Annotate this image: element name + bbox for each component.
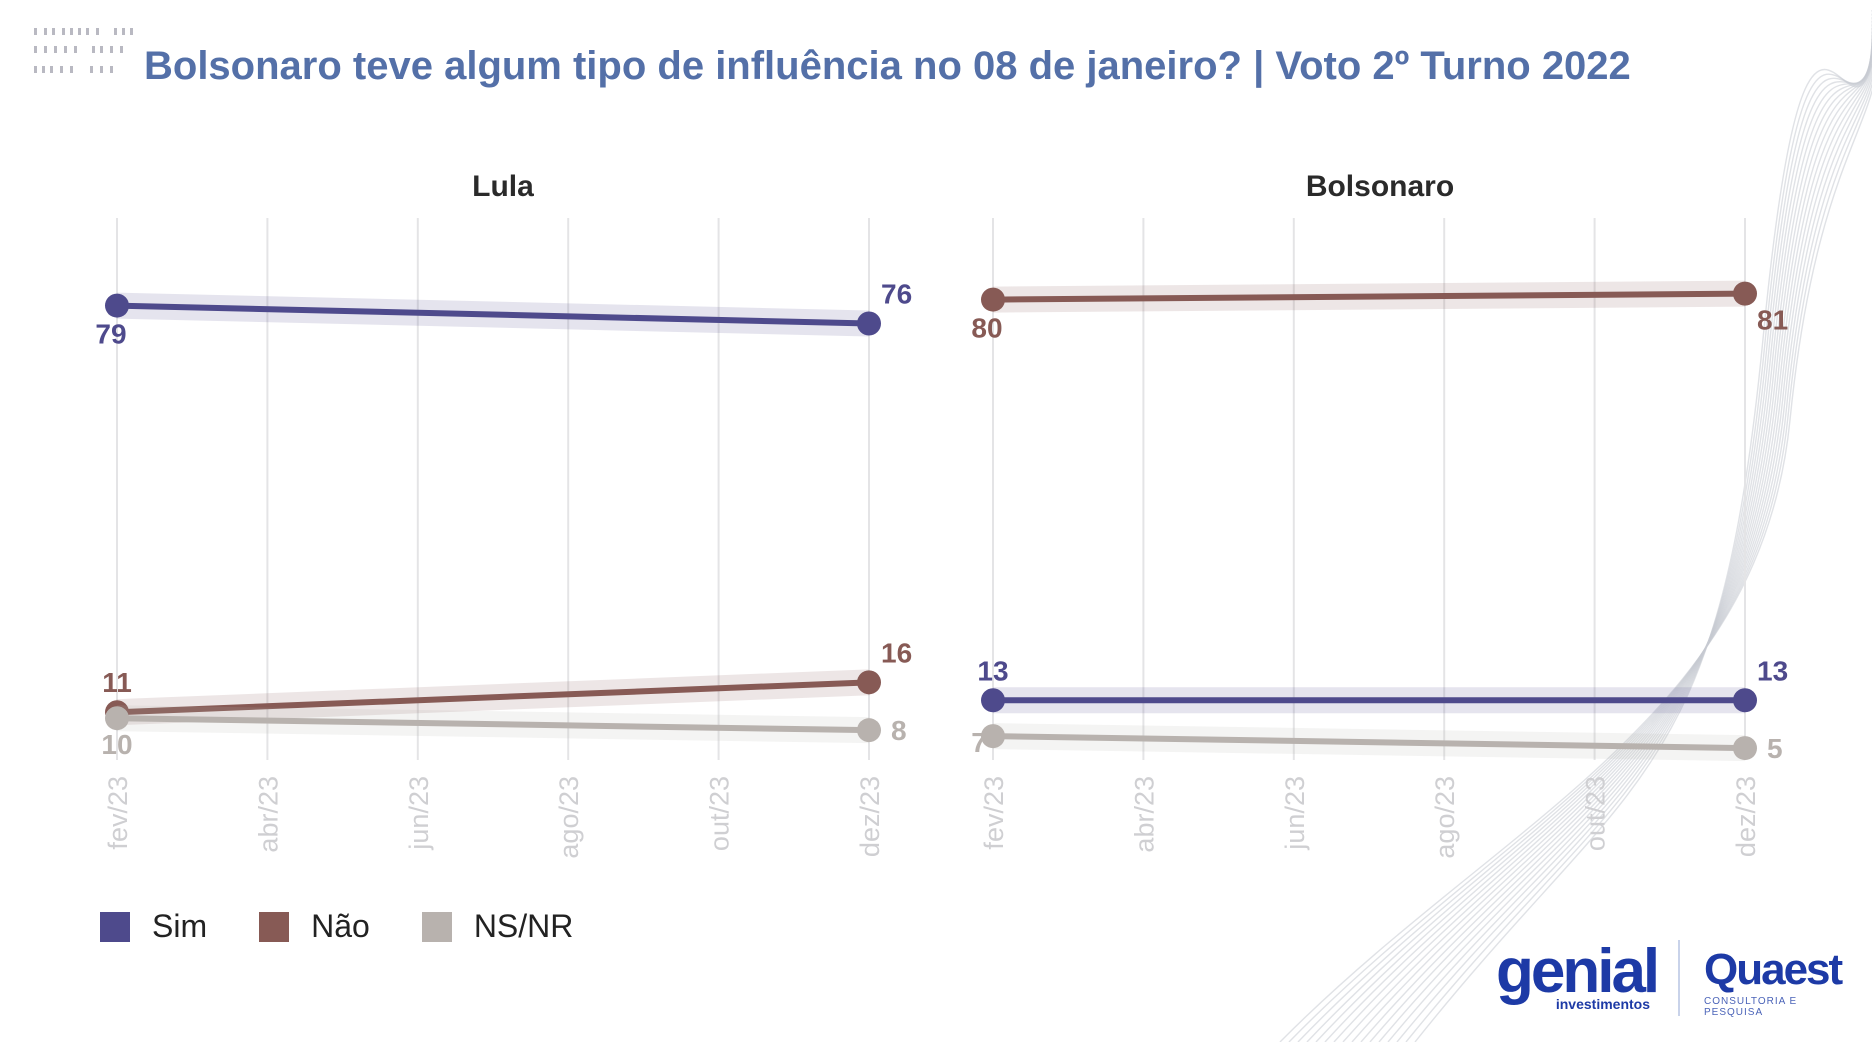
chart-title: Bolsonaro teve algum tipo de influência … [144,44,1631,88]
x-tick-label: ago/23 [1430,776,1460,859]
legend: Sim Não NS/NR [100,908,573,945]
data-label-sim: 13 [977,655,1008,686]
x-tick-label: jun/23 [404,776,434,851]
data-label-sim: 76 [881,279,912,310]
data-label-sim: 79 [95,319,126,350]
panel-title: Bolsonaro [1306,170,1454,203]
series-line-nao [116,679,870,716]
x-tick-label: abr/23 [1129,776,1159,853]
decorative-wave-line [1315,24,1872,1042]
chart-panel-1: Bolsonaro fev/23 abr/23 jun/23 ago/23 out/23 d… [971,170,1788,859]
legend-item-nao: Não [259,908,370,945]
line-charts: Lula fev/23 abr/23 jun/23 ago/23 out/23 dez/23… [95,170,1788,859]
decorative-wave-line [1351,38,1872,1042]
data-label-nao: 16 [881,637,912,668]
series-line-nsnr [992,733,1746,752]
decorative-wave-line [1333,31,1872,1042]
x-tick-label: dez/23 [855,776,885,857]
data-label-nao: 11 [102,667,132,698]
data-label-nao: 81 [1757,305,1788,336]
x-tick-label: dez/23 [1731,776,1761,857]
data-point-nao [981,287,1005,312]
data-point-sim [857,311,881,336]
data-point-nsnr [981,724,1005,749]
data-point-sim [105,293,129,318]
genial-logo-word: genial [1496,937,1660,1006]
x-tick-label: out/23 [1581,776,1611,851]
series-line-nao [992,290,1746,303]
data-label-nao: 80 [971,313,1002,344]
series-line-nsnr [116,715,870,734]
panel-title: Lula [472,170,534,203]
data-label-nsnr: 7 [971,727,987,758]
quaest-logo-word: Quaest [1704,945,1843,994]
decorative-wave-line [1306,20,1872,1042]
legend-label-sim: Sim [152,908,208,944]
quaest-logo: Quaest CONSULTORIA E PESQUISA [1704,945,1844,1019]
legend-swatch-nsnr [421,911,452,942]
data-point-nsnr [105,706,129,731]
logo-divider [1678,940,1680,1016]
legend-item-nsnr: NS/NR [421,908,574,945]
decorative-wave-line [1279,10,1872,1042]
decorative-wave-line [1360,42,1872,1042]
data-label-nsnr: 10 [101,729,132,760]
data-point-nsnr [857,718,881,743]
genial-logo: genial investimentos [1496,937,1660,1013]
decorative-wave-line [1342,35,1872,1042]
data-point-nao [1733,281,1757,306]
data-label-nsnr: 5 [1767,733,1783,764]
data-point-nao [857,670,881,695]
decorative-wave-line [1288,13,1872,1042]
genial-logo-subtitle: investimentos [1555,996,1650,1012]
x-tick-label: jun/23 [1280,776,1310,851]
legend-label-nsnr: NS/NR [473,908,574,944]
quaest-logo-subtitle: CONSULTORIA E PESQUISA [1704,996,1798,1018]
x-tick-label: abr/23 [253,776,283,853]
decorative-wave-line [1297,17,1872,1042]
legend-label-nao: Não [311,908,370,944]
legend-swatch-nao [259,911,290,942]
x-tick-label: ago/23 [554,776,584,859]
legend-swatch-sim [100,911,130,942]
data-label-sim: 13 [1757,655,1788,686]
data-point-sim [981,688,1005,713]
x-tick-label: out/23 [705,776,735,851]
data-label-nsnr: 8 [891,715,907,746]
chart-panel-0: Lula fev/23 abr/23 jun/23 ago/23 out/23 dez/23… [95,170,912,859]
data-point-sim [1733,688,1757,713]
x-tick-label: fev/23 [979,776,1009,850]
decorative-wave-line [1324,28,1872,1042]
brand-dots-icon [34,28,133,73]
series-line-sim [116,302,870,327]
legend-item-sim: Sim [100,908,207,945]
x-tick-label: fev/23 [103,776,133,850]
decorative-wave-line [1414,63,1872,1042]
data-point-nsnr [1733,736,1757,761]
